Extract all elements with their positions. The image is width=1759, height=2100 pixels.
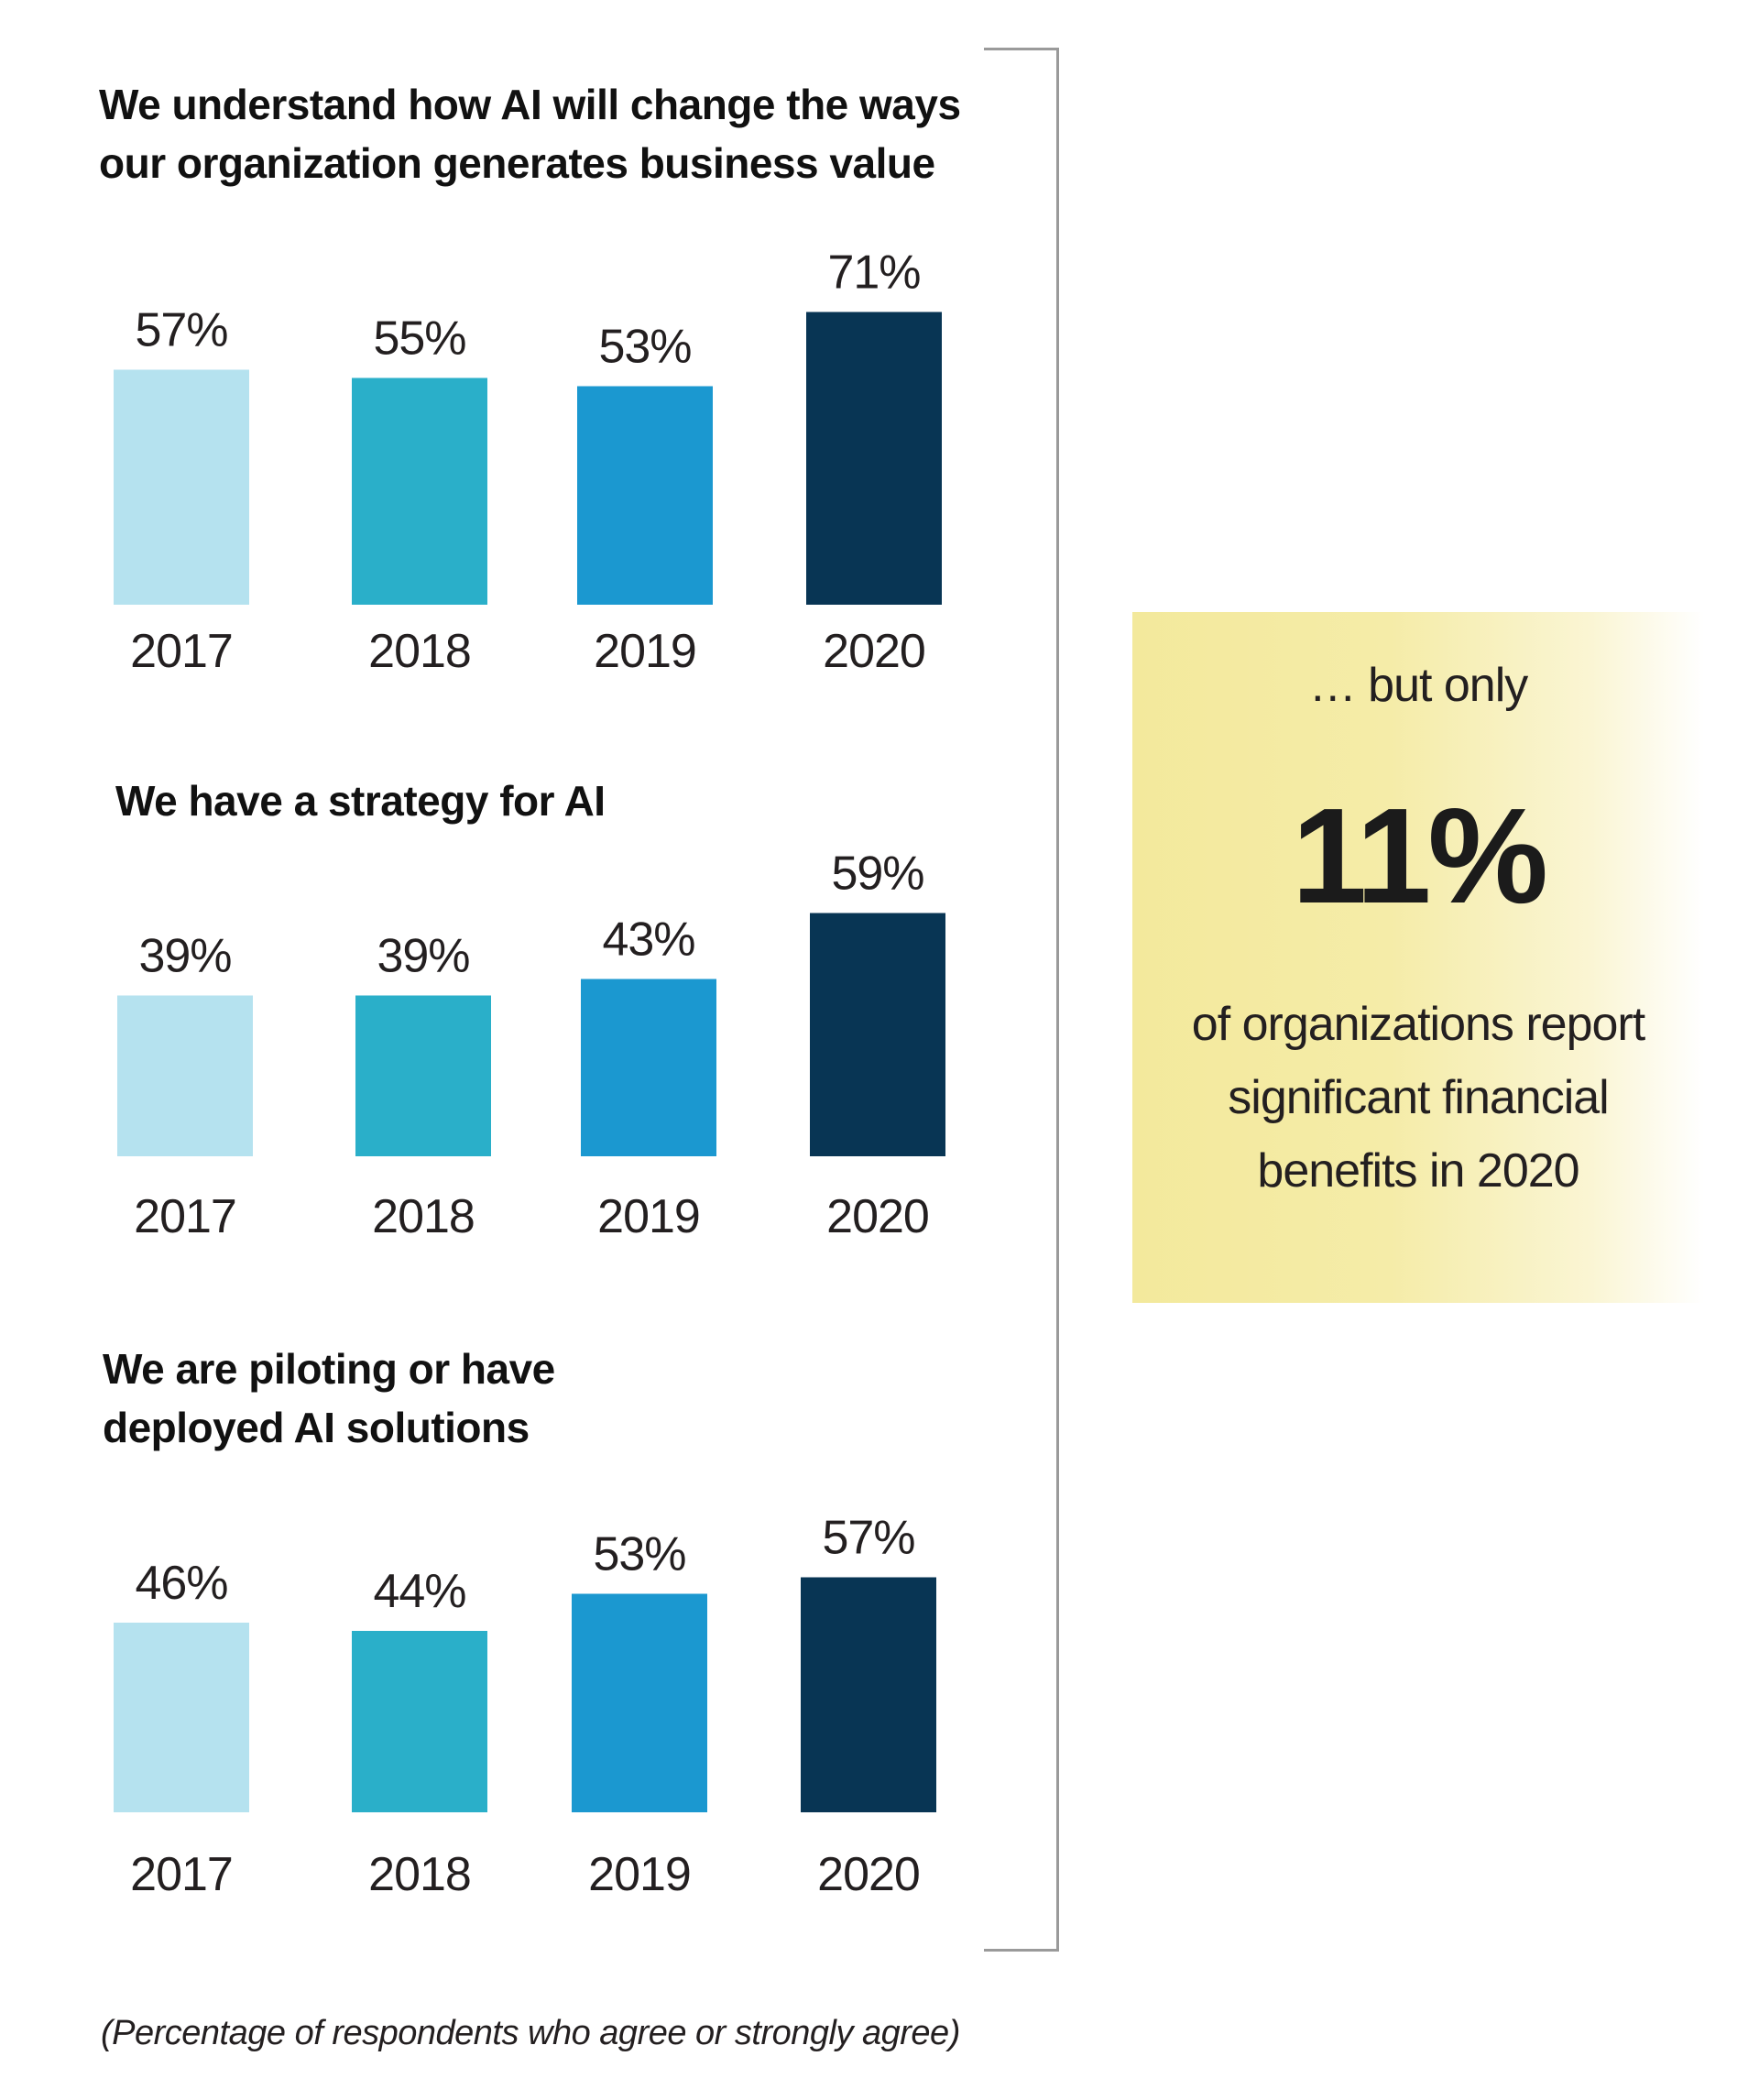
chart-3-title-line-1: We are piloting or have: [103, 1345, 555, 1393]
chart-1-tick-label-2020: 2020: [823, 625, 925, 678]
chart-3-value-label-2017: 46%: [135, 1557, 227, 1610]
chart-3-title-line-2: deployed AI solutions: [103, 1404, 530, 1451]
chart-2-title-line-1: We have a strategy for AI: [115, 777, 606, 825]
grouping-bracket: [984, 48, 1059, 1952]
chart-2-bar-2020: [810, 913, 945, 1156]
chart-2-tick-label-2019: 2019: [597, 1190, 700, 1243]
chart-2-plot: 39% 2017 39% 2018 43% 2019 59% 2020: [117, 848, 945, 1243]
chart-2-value-label-2019: 43%: [602, 913, 694, 967]
chart-1-tick-label-2018: 2018: [368, 625, 471, 678]
chart-1-title: We understand how AI will change the way…: [99, 75, 961, 192]
chart-1-tick-label-2017: 2017: [130, 625, 233, 678]
chart-1-value-label-2018: 55%: [373, 312, 465, 366]
chart-2-value-label-2017: 39%: [138, 930, 231, 983]
chart-2-tick-label-2017: 2017: [134, 1190, 236, 1243]
chart-3-value-label-2019: 53%: [593, 1528, 685, 1581]
chart-3-tick-label-2018: 2018: [368, 1848, 471, 1901]
chart-1-bar-2020: [806, 312, 942, 605]
chart-1-plot: 57% 2017 55% 2018 53% 2019 71% 2020: [114, 246, 942, 678]
chart-3-tick-label-2020: 2020: [817, 1848, 920, 1901]
chart-3-title: We are piloting or have deployed AI solu…: [103, 1340, 555, 1457]
chart-1-bar-2019: [577, 386, 713, 605]
chart-1-value-label-2017: 57%: [135, 304, 227, 357]
chart-2-bar-2019: [581, 979, 716, 1156]
chart-3-plot: 46% 2017 44% 2018 53% 2019 57% 2020: [114, 1512, 936, 1901]
footnote: (Percentage of respondents who agree or …: [101, 2014, 960, 2052]
chart-3-bar-2019: [572, 1593, 707, 1812]
chart-2-value-label-2018: 39%: [377, 930, 469, 983]
chart-2-bar-2018: [355, 995, 491, 1156]
chart-1-title-line-1: We understand how AI will change the way…: [99, 81, 961, 128]
chart-3-bar-2017: [114, 1623, 249, 1812]
chart-2-bar-2017: [117, 995, 253, 1156]
chart-2-title: We have a strategy for AI: [115, 771, 606, 830]
chart-3-value-label-2020: 57%: [822, 1512, 914, 1565]
chart-1-bar-2018: [352, 377, 487, 605]
callout-description: of organizations report significant fina…: [1191, 998, 1645, 1198]
chart-1-bar-2017: [114, 369, 249, 605]
chart-3-value-label-2018: 44%: [373, 1565, 465, 1618]
highlight-callout: … but only 11% of organizations report s…: [1132, 612, 1704, 1303]
chart-2-tick-label-2020: 2020: [826, 1190, 929, 1243]
chart-3-bar-2020: [801, 1577, 936, 1812]
callout-figure: 11%: [1291, 781, 1548, 932]
chart-1-title-line-2: our organization generates business valu…: [99, 139, 935, 187]
chart-1-tick-label-2019: 2019: [594, 625, 696, 678]
chart-1-value-label-2020: 71%: [827, 246, 920, 300]
chart-3-bar-2018: [352, 1631, 487, 1812]
chart-3-tick-label-2019: 2019: [588, 1848, 691, 1901]
chart-3-tick-label-2017: 2017: [130, 1848, 233, 1901]
chart-2-value-label-2020: 59%: [831, 848, 923, 901]
chart-2-tick-label-2018: 2018: [372, 1190, 475, 1243]
callout-intro: … but only: [1308, 659, 1529, 712]
chart-1-value-label-2019: 53%: [598, 321, 691, 374]
